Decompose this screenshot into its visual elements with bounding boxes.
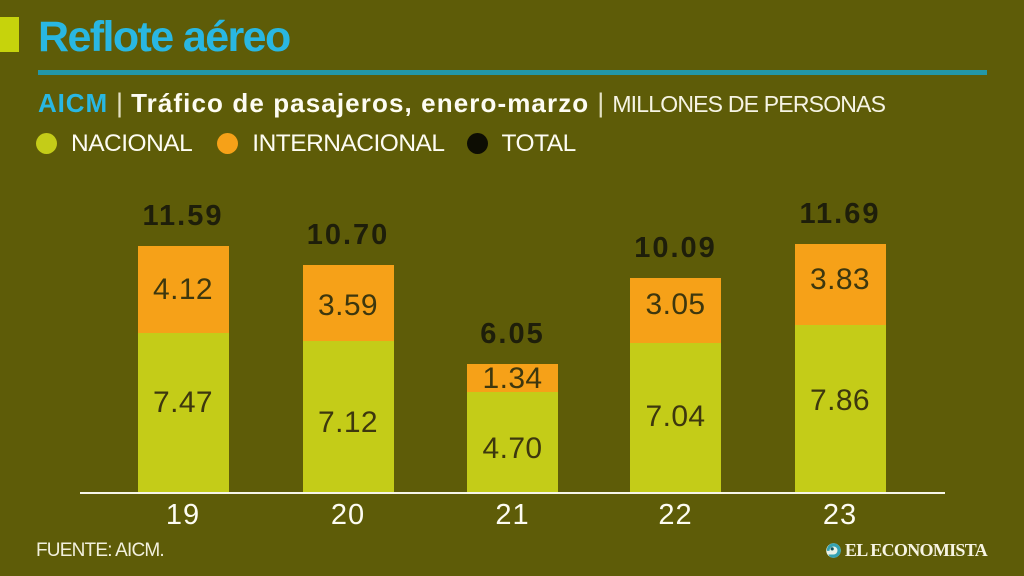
legend-dot-nacional xyxy=(36,132,57,154)
total-label-21: 6.05 xyxy=(480,317,545,350)
legend-label: INTERNACIONAL xyxy=(252,130,445,157)
bar-20-internacional: 3.59 xyxy=(302,264,394,341)
legend-item-nacional: NACIONAL xyxy=(36,129,193,157)
legend-label: NACIONAL xyxy=(71,130,193,157)
legend-dot-internacional xyxy=(217,132,239,154)
bar-value-label: 3.83 xyxy=(810,263,870,297)
bar-value-label: 4.12 xyxy=(153,272,213,306)
bar-19-nacional: 7.47 xyxy=(137,333,229,492)
legend: NACIONAL INTERNACIONAL TOTAL xyxy=(36,129,577,157)
x-tick-20: 20 xyxy=(330,498,366,531)
bar-value-label: 3.05 xyxy=(645,288,706,322)
legend-item-total: TOTAL xyxy=(466,129,577,157)
total-label-20: 10.70 xyxy=(306,218,390,251)
total-label-19: 11.59 xyxy=(142,199,224,232)
bar-20-nacional: 7.12 xyxy=(302,340,394,492)
bar-19-internacional: 4.12 xyxy=(137,245,229,334)
total-label-22: 10.09 xyxy=(634,231,717,264)
x-tick-23: 23 xyxy=(822,498,858,531)
subtitle: AICM | Tráfico de pasajeros, enero-marzo… xyxy=(38,88,998,118)
bar-value-label: 7.04 xyxy=(645,400,706,434)
bar-value-label: 4.70 xyxy=(482,432,543,466)
source-note: FUENTE: AICM. xyxy=(36,540,165,561)
bar-23-nacional: 7.86 xyxy=(794,325,886,492)
total-label-23: 11.69 xyxy=(799,197,881,230)
x-tick-21: 21 xyxy=(495,498,530,531)
bar-value-label: 1.34 xyxy=(482,361,543,395)
legend-label: TOTAL xyxy=(501,130,577,157)
subtitle-airport-code: AICM xyxy=(38,87,109,118)
brand-logo-icon xyxy=(826,543,841,558)
x-axis-line xyxy=(80,492,945,495)
subtitle-units: MILLONES DE PERSONAS xyxy=(612,90,886,117)
legend-item-internacional: INTERNACIONAL xyxy=(217,129,445,157)
bar-21-internacional: 1.34 xyxy=(467,362,558,395)
title-rule xyxy=(38,70,987,75)
page-title: Reflote aéreo xyxy=(38,13,291,61)
x-tick-19: 19 xyxy=(165,498,201,531)
legend-dot-total xyxy=(466,132,488,154)
bar-value-label: 7.47 xyxy=(153,385,213,419)
bar-22-nacional: 7.04 xyxy=(630,342,721,492)
bar-21-nacional: 4.70 xyxy=(467,392,558,492)
bar-value-label: 7.12 xyxy=(318,406,378,440)
subtitle-separator-2: | xyxy=(597,87,605,118)
bar-22-internacional: 3.05 xyxy=(630,277,721,343)
bar-value-label: 7.86 xyxy=(810,383,870,417)
brand-name: EL ECONOMISTA xyxy=(844,540,988,560)
title-accent-square xyxy=(0,17,19,52)
subtitle-description: Tráfico de pasajeros, enero-marzo xyxy=(131,87,590,118)
bar-23-internacional: 3.83 xyxy=(794,243,886,326)
x-tick-22: 22 xyxy=(658,498,693,531)
bar-value-label: 3.59 xyxy=(318,288,378,322)
brand-logo: EL ECONOMISTA xyxy=(826,540,988,561)
subtitle-separator-1: | xyxy=(116,87,124,118)
